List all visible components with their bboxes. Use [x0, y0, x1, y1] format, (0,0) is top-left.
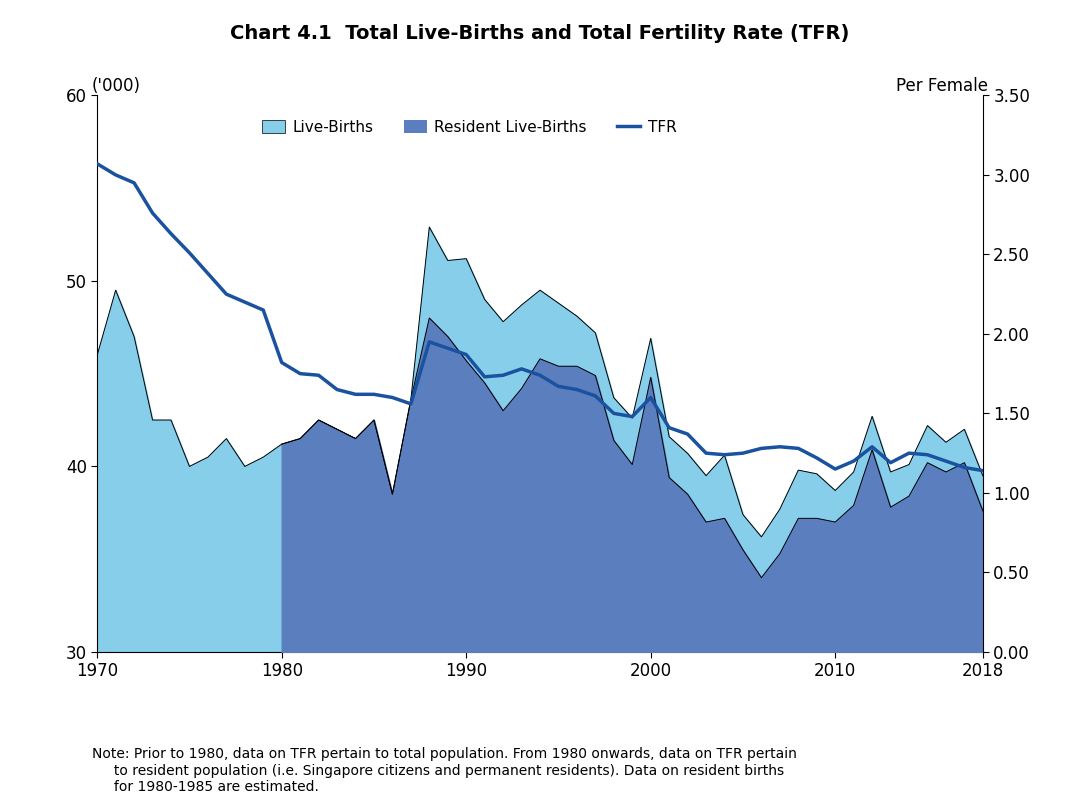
Text: Chart 4.1  Total Live-Births and Total Fertility Rate (TFR): Chart 4.1 Total Live-Births and Total Fe…	[230, 24, 850, 43]
Text: Note: Prior to 1980, data on TFR pertain to total population. From 1980 onwards,: Note: Prior to 1980, data on TFR pertain…	[92, 747, 797, 793]
Text: ('000): ('000)	[92, 77, 140, 95]
Text: Per Female: Per Female	[896, 77, 988, 95]
Legend: Live-Births, Resident Live-Births, TFR: Live-Births, Resident Live-Births, TFR	[261, 120, 677, 135]
